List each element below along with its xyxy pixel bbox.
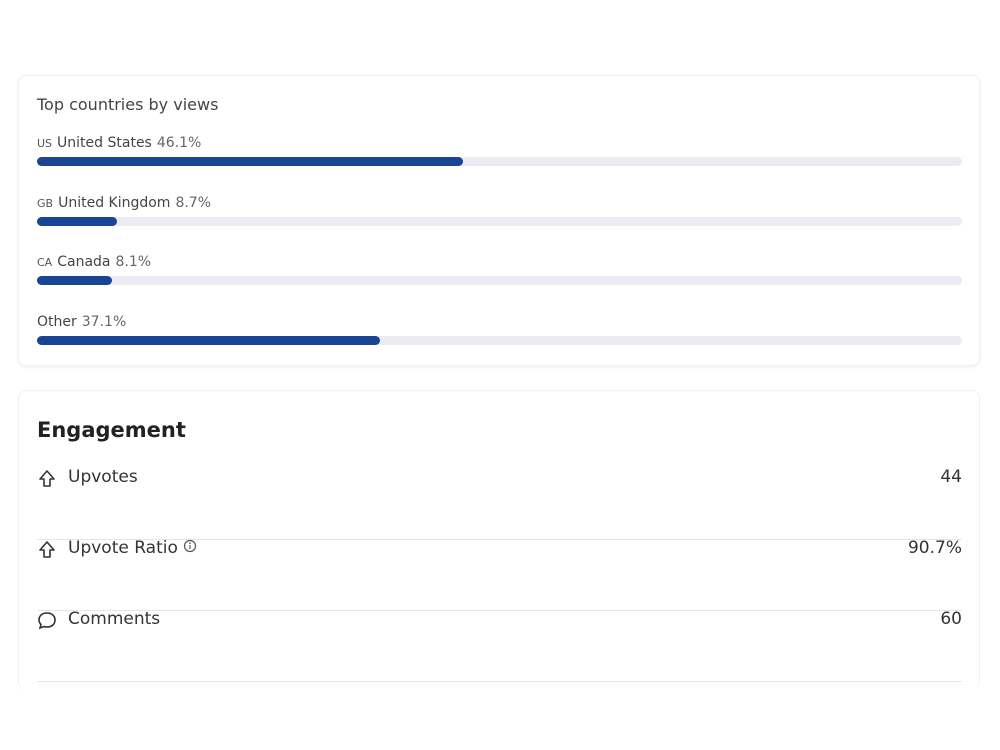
bar <box>37 157 464 166</box>
metric-name: Comments <box>68 609 160 629</box>
bar <box>37 216 118 226</box>
country-name: United States <box>57 135 152 151</box>
metric-name: Upvotes <box>68 467 138 487</box>
country-name: Other <box>37 313 77 330</box>
metric-label: Comments <box>68 609 161 629</box>
bar <box>37 335 381 345</box>
metric-value: 90.7% <box>907 538 962 558</box>
metric-row: Upvote Ratio 90.7% <box>37 538 962 611</box>
country-label: GB United Kingdom 8.7% <box>37 195 962 211</box>
country-code: US <box>37 137 53 150</box>
country-row: Other 37.1% <box>37 314 962 354</box>
metric-value: 44 <box>940 467 962 487</box>
upvote-icon <box>39 541 55 558</box>
country-percent: 46.1% <box>156 135 202 151</box>
bar-track <box>37 157 962 166</box>
countries-card: Top countries by views US United States 46… <box>18 75 980 366</box>
country-row: CA Canada 8.1% <box>37 254 962 294</box>
country-label: Other 37.1% <box>37 314 962 330</box>
metric-value: 60 <box>940 609 962 629</box>
upvote-icon <box>39 470 55 487</box>
bar-track <box>37 216 962 226</box>
bar <box>37 276 112 285</box>
country-code: GB <box>37 196 54 210</box>
engagement-card: Engagement Upvotes 44 Upvote Ratio 90.7% Com… <box>18 390 980 690</box>
country-percent: 8.1% <box>115 254 152 270</box>
country-name: Canada <box>57 254 111 270</box>
country-row: GB United Kingdom 8.7% <box>37 195 962 235</box>
bar-track <box>37 276 962 285</box>
card-title: Engagement <box>37 418 186 442</box>
country-percent: 37.1% <box>81 313 127 330</box>
metric-label: Upvotes <box>68 467 138 487</box>
metric-row: Comments 60 <box>37 609 962 682</box>
country-code: CA <box>37 256 53 269</box>
metric-row: Upvotes 44 <box>37 467 962 540</box>
metric-name: Upvote Ratio <box>68 538 197 558</box>
bar-track <box>37 335 962 345</box>
comment-icon <box>38 612 56 630</box>
country-row: US United States 46.1% <box>37 135 962 175</box>
card-title: Top countries by views <box>37 95 219 114</box>
country-label: US United States 46.1% <box>37 135 962 151</box>
info-icon[interactable] <box>183 539 197 553</box>
country-percent: 8.7% <box>175 194 212 211</box>
metric-label: Upvote Ratio <box>68 538 178 558</box>
country-name: United Kingdom <box>58 194 171 211</box>
country-label: CA Canada 8.1% <box>37 254 962 270</box>
